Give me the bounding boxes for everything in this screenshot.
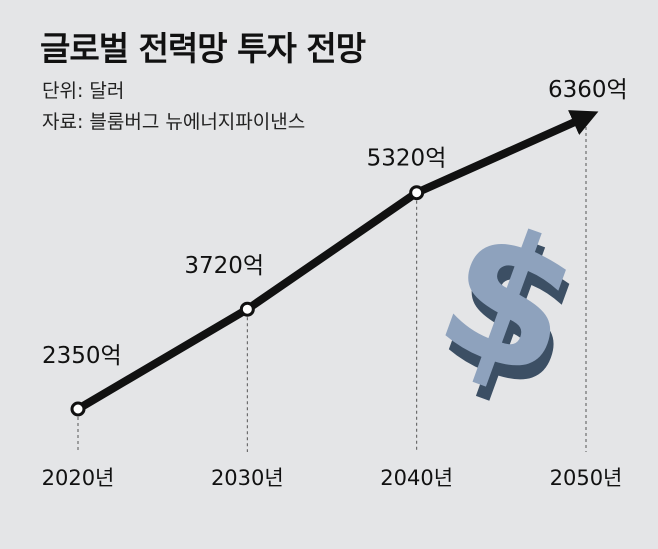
source-label: 자료: 블룸버그 뉴에너지파이낸스 [42,111,306,133]
x-tick-label: 2030년 [211,466,284,490]
data-point [409,185,425,201]
data-label: 6360억 [548,77,628,103]
data-label: 5320억 [367,146,447,172]
x-tick-label: 2050년 [550,466,623,490]
svg-text:$: $ [415,182,604,421]
data-label: 3720억 [184,253,264,279]
dollar-sign-icon: $ $ [415,182,608,435]
chart-title: 글로벌 전력망 투자 전망 [40,29,366,68]
unit-label: 단위: 달러 [42,80,125,102]
data-point [70,401,86,417]
series-line [75,110,599,413]
x-tick-label: 2040년 [380,466,453,490]
data-label: 2350억 [42,343,122,369]
data-point [239,301,255,317]
x-tick-label: 2020년 [42,466,115,490]
